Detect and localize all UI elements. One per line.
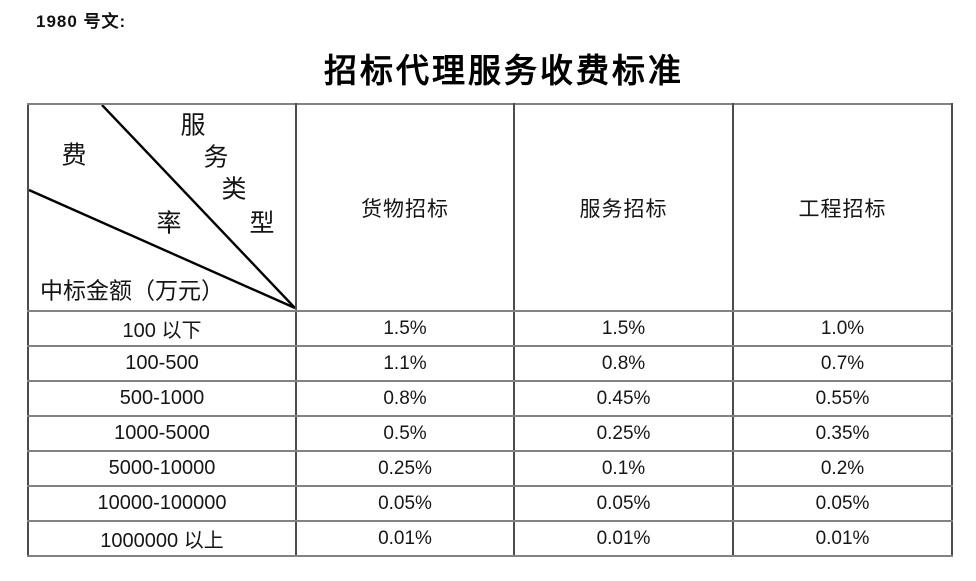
row-label: 1000000 以上 <box>27 520 297 557</box>
rate-value: 0.05% <box>732 485 953 522</box>
corner-service-type-char-1: 服 <box>180 112 206 140</box>
rate-value: 1.5% <box>295 310 515 347</box>
rate-value: 1.1% <box>295 345 515 382</box>
table-row: 100 以下 1.5% 1.5% 1.0% <box>27 310 953 347</box>
corner-service-type-char-4: 型 <box>249 210 275 238</box>
table-row: 100-500 1.1% 0.8% 0.7% <box>27 345 953 382</box>
diagonal-divider-lines-icon <box>30 106 294 309</box>
column-header-engineering: 工程招标 <box>732 103 953 312</box>
rate-value: 0.05% <box>295 485 515 522</box>
page-title: 招标代理服务收费标准 <box>324 54 684 90</box>
rate-value: 0.01% <box>513 520 734 557</box>
rate-value: 0.25% <box>513 415 734 452</box>
rate-value: 0.05% <box>513 485 734 522</box>
corner-fee-rate-char-2: 率 <box>156 210 182 238</box>
rate-value: 0.2% <box>732 450 953 487</box>
table-row: 5000-10000 0.25% 0.1% 0.2% <box>27 450 953 487</box>
rate-value: 0.1% <box>513 450 734 487</box>
table-row: 1000000 以上 0.01% 0.01% 0.01% <box>27 520 953 557</box>
corner-service-type-char-3: 类 <box>221 176 247 204</box>
row-label: 1000-5000 <box>27 415 297 452</box>
corner-header-cell: 服 务 类 型 费 率 中标金额（万元） <box>27 103 297 312</box>
table-row: 10000-100000 0.05% 0.05% 0.05% <box>27 485 953 522</box>
row-label: 5000-10000 <box>27 450 297 487</box>
table-header-row: 服 务 类 型 费 率 中标金额（万元） 货物招标 服务招标 工程招标 <box>27 103 953 312</box>
table-row: 500-1000 0.8% 0.45% 0.55% <box>27 380 953 417</box>
corner-fee-rate-char-1: 费 <box>61 142 87 170</box>
rate-value: 0.55% <box>732 380 953 417</box>
row-label: 100 以下 <box>27 310 297 347</box>
rate-value: 1.5% <box>513 310 734 347</box>
row-label: 500-1000 <box>27 380 297 417</box>
table-row: 1000-5000 0.5% 0.25% 0.35% <box>27 415 953 452</box>
fee-standard-table: 服 务 类 型 费 率 中标金额（万元） 货物招标 服务招标 工程招标 100 … <box>27 103 953 557</box>
column-header-goods: 货物招标 <box>295 103 515 312</box>
rate-value: 0.45% <box>513 380 734 417</box>
corner-header-content: 服 务 类 型 费 率 中标金额（万元） <box>30 106 294 309</box>
rate-value: 0.7% <box>732 345 953 382</box>
rate-value: 0.25% <box>295 450 515 487</box>
rate-value: 0.35% <box>732 415 953 452</box>
corner-service-type-char-2: 务 <box>203 144 229 172</box>
corner-amount-label: 中标金额（万元） <box>40 278 224 304</box>
rate-value: 0.01% <box>732 520 953 557</box>
rate-value: 0.8% <box>513 345 734 382</box>
document-ref-label: 1980 号文: <box>36 12 127 31</box>
rate-value: 0.5% <box>295 415 515 452</box>
rate-value: 0.8% <box>295 380 515 417</box>
rate-value: 0.01% <box>295 520 515 557</box>
column-header-service: 服务招标 <box>513 103 734 312</box>
rate-value: 1.0% <box>732 310 953 347</box>
row-label: 100-500 <box>27 345 297 382</box>
row-label: 10000-100000 <box>27 485 297 522</box>
